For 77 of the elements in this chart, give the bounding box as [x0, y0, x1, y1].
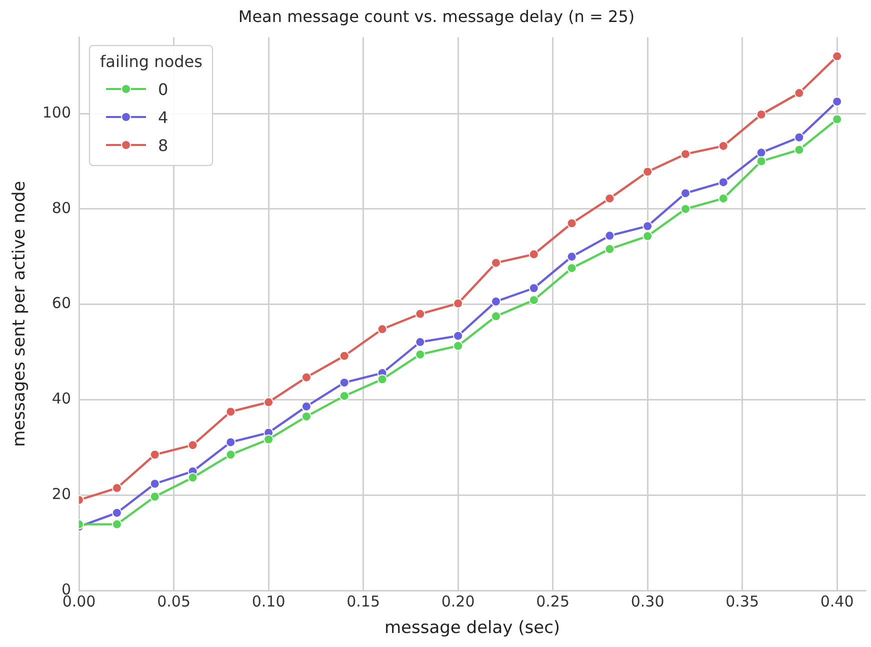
point [604, 244, 615, 254]
legend-label: 0 [158, 80, 168, 99]
x-axis-title: message delay (sec) [384, 618, 560, 638]
point [794, 132, 804, 142]
x-tick-label: 0.25 [536, 592, 570, 610]
legend-label: 8 [158, 136, 168, 155]
y-tick-label: 40 [52, 390, 72, 408]
point [832, 114, 842, 124]
point [832, 51, 842, 62]
point [339, 350, 350, 361]
point [642, 166, 653, 177]
point [264, 434, 274, 444]
legend-label: 4 [158, 108, 168, 127]
point [301, 372, 312, 382]
point [490, 258, 501, 268]
point [528, 249, 539, 260]
point [756, 148, 766, 158]
point [188, 472, 198, 483]
point [832, 96, 842, 107]
point [339, 378, 350, 388]
point [718, 177, 728, 188]
point [150, 478, 160, 489]
x-tick-label: 0.30 [630, 592, 664, 610]
point [453, 330, 464, 341]
point [490, 311, 501, 322]
y-tick-label: 100 [42, 103, 72, 122]
point [718, 140, 728, 151]
x-tick-label: 0.10 [252, 592, 286, 610]
point [150, 492, 160, 502]
y-axis-title: messages sent per active node [10, 180, 30, 447]
point [301, 411, 312, 422]
point [150, 450, 160, 460]
point [112, 508, 122, 518]
point [756, 156, 766, 166]
x-tick-label: 0.05 [157, 592, 190, 610]
point [566, 252, 577, 262]
point [453, 298, 464, 308]
point [377, 374, 388, 384]
point [301, 401, 312, 412]
point [718, 193, 728, 204]
point [415, 349, 426, 360]
point [188, 440, 198, 450]
y-tick-label: 60 [52, 294, 72, 312]
point [490, 296, 501, 306]
x-tick-label: 0.15 [346, 592, 380, 610]
point [528, 295, 539, 306]
point [642, 221, 653, 232]
x-tick-label: 0.40 [820, 592, 854, 610]
point [642, 231, 653, 242]
point [794, 88, 804, 98]
point [226, 437, 236, 448]
y-tick-label: 20 [52, 485, 72, 504]
point [264, 397, 274, 408]
point [377, 324, 388, 334]
point [756, 109, 766, 120]
point [226, 450, 236, 460]
point [226, 406, 236, 417]
point [680, 204, 690, 214]
point [566, 263, 577, 274]
point [112, 483, 122, 494]
point [680, 188, 690, 198]
legend-title: failing nodes [100, 52, 202, 72]
point [528, 283, 539, 294]
point [112, 519, 122, 530]
point [339, 390, 350, 401]
point [794, 144, 804, 155]
point [566, 218, 577, 228]
point [453, 340, 464, 351]
point [604, 193, 615, 204]
point [604, 230, 615, 241]
x-tick-label: 0.20 [441, 592, 475, 610]
y-tick-label: 80 [52, 198, 72, 217]
point [415, 308, 426, 319]
chart-title: Mean message count vs. message delay (n = 25) [238, 6, 635, 26]
x-tick-label: 0.35 [726, 592, 760, 610]
point [415, 337, 426, 348]
point [680, 149, 690, 160]
